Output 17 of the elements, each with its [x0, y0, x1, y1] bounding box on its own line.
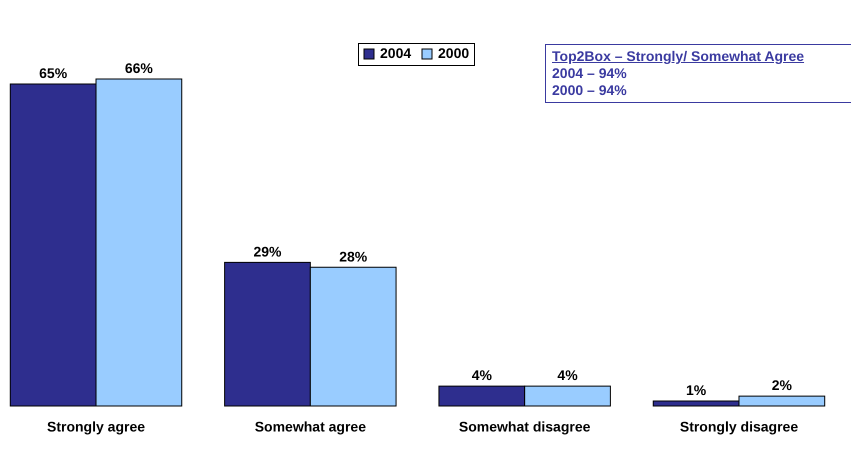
annotation: 2004 – 94% — [552, 65, 628, 82]
legend-label: 2000 — [438, 45, 470, 61]
x-tick-label: Somewhat agree — [254, 418, 366, 434]
data-label: 4% — [472, 367, 492, 384]
data-label: 2% — [772, 377, 793, 394]
data-label: 28% — [339, 248, 368, 264]
annotation: 2000 – 94% — [552, 82, 628, 99]
data-label: 1% — [686, 382, 707, 398]
data-label: 29% — [253, 243, 282, 260]
legend-label: 2004 — [380, 45, 412, 61]
data-label: 66% — [124, 60, 154, 76]
x-tick-label: Strongly agree — [47, 418, 146, 434]
data-label: 65% — [39, 64, 68, 81]
text: Top2Box – Strongly/ Somewhat Agree — [552, 48, 806, 65]
data-label: 4% — [557, 367, 578, 384]
x-tick-label: Somewhat disagree — [458, 418, 591, 434]
x-tick-label: Strongly disagree — [680, 418, 798, 434]
